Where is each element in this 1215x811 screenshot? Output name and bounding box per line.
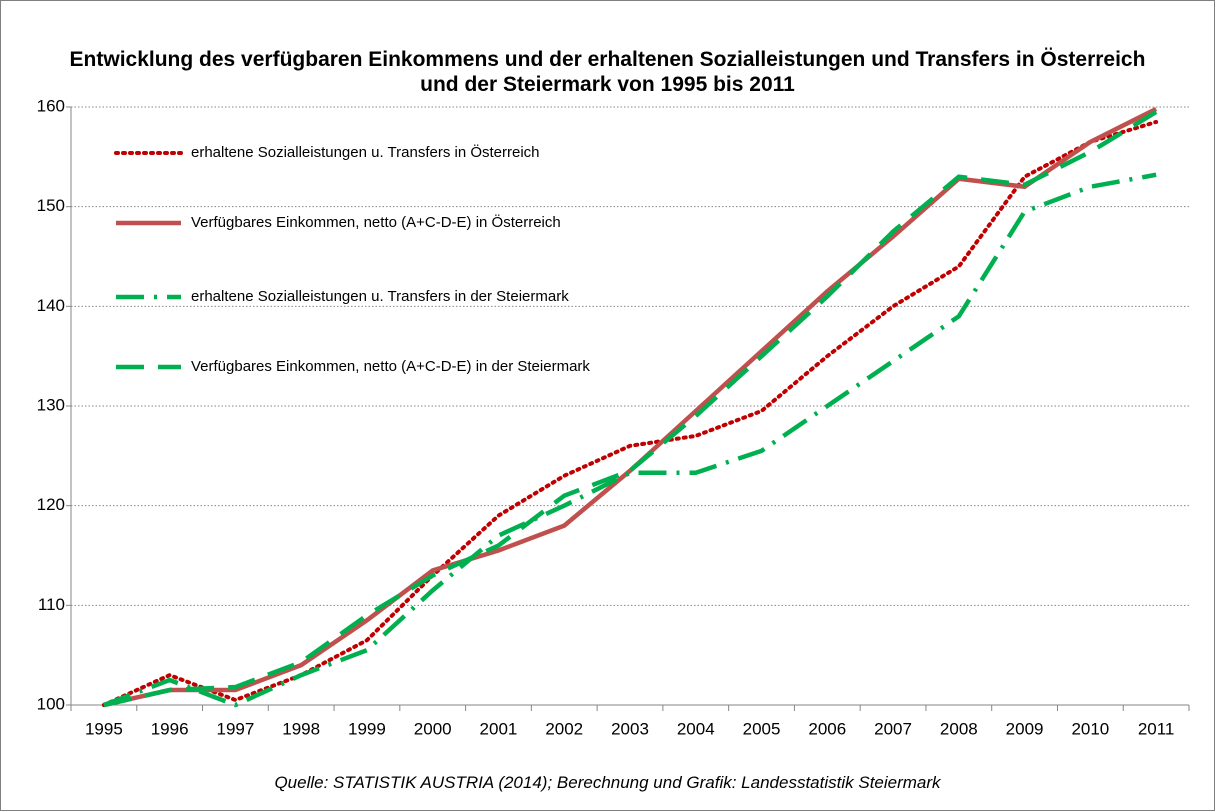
source-note: Quelle: STATISTIK AUSTRIA (2014); Berech…	[274, 773, 941, 792]
x-tick-label: 2000	[414, 719, 452, 738]
series-line	[101, 119, 1159, 707]
x-tick-label: 2004	[677, 719, 715, 738]
x-tick-label: 1995	[85, 719, 123, 738]
x-tick-label: 2001	[480, 719, 518, 738]
y-tick-label: 150	[37, 196, 65, 215]
x-tick-label: 2008	[940, 719, 978, 738]
y-tick-label: 160	[37, 96, 65, 115]
x-tick-label: 1999	[348, 719, 386, 738]
x-tick-label: 1998	[282, 719, 320, 738]
legend-label: Verfügbares Einkommen, netto (A+C-D-E) i…	[191, 213, 561, 231]
y-tick-label: 130	[37, 395, 65, 414]
series-line	[103, 110, 1158, 708]
x-tick-label: 2011	[1138, 719, 1175, 738]
x-tick-label: 2006	[808, 719, 846, 738]
x-tick-label: 1996	[151, 719, 189, 738]
legend-label: erhaltene Sozialleistungen u. Transfers …	[191, 288, 569, 305]
x-tick-label: 2007	[874, 719, 912, 738]
x-tick-label: 2005	[743, 719, 781, 738]
series-line	[103, 172, 1157, 708]
series-line	[103, 106, 1158, 708]
y-tick-label: 140	[37, 296, 65, 315]
legend-label: Verfügbares Einkommen, netto (A+C-D-E) i…	[191, 358, 590, 375]
chart-title: Entwicklung des verfügbaren Einkommens u…	[69, 48, 1146, 96]
y-tick-label: 110	[38, 595, 65, 614]
y-tick-label: 100	[37, 694, 65, 713]
x-tick-label: 2009	[1006, 719, 1044, 738]
x-tick-label: 2010	[1071, 719, 1109, 738]
x-tick-label: 2002	[545, 719, 583, 738]
y-tick-label: 120	[37, 495, 65, 514]
x-tick-label: 1997	[216, 719, 254, 738]
x-tick-label: 2003	[611, 719, 649, 738]
legend-label: erhaltene Sozialleistungen u. Transfers …	[191, 143, 540, 161]
